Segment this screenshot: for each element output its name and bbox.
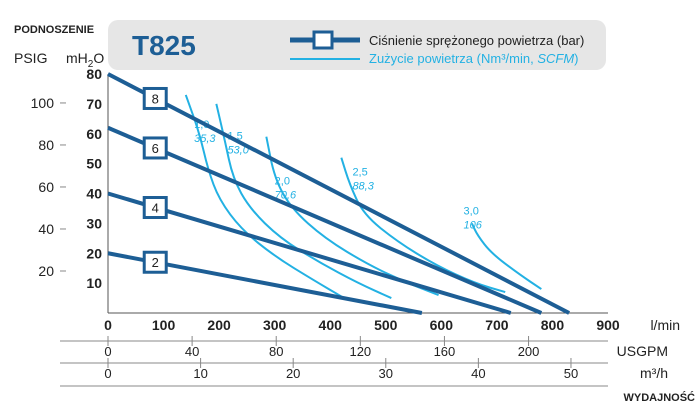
pressure-marker-6 bbox=[142, 136, 168, 160]
consumption-curve-1,5 bbox=[215, 103, 392, 299]
mh2o-label-sub: 2 bbox=[88, 59, 94, 70]
pressure-line-6bar bbox=[107, 125, 543, 315]
consumption-label-scfm: 88,3 bbox=[352, 181, 374, 193]
legend-consumption-italic: SCFM bbox=[537, 51, 574, 66]
tick-mh2o: 40 bbox=[86, 186, 102, 202]
consumption-label-scfm: 35,3 bbox=[194, 133, 216, 145]
pressure-line-4bar bbox=[107, 191, 512, 315]
unit-lmin: l/min bbox=[650, 317, 680, 333]
consumption-label-nm3: 2,5 bbox=[352, 167, 367, 179]
pressure-label-6: 6 bbox=[152, 141, 159, 156]
tick-m3h: 0 bbox=[104, 366, 111, 381]
unit-usgpm: USGPM bbox=[617, 343, 668, 359]
tick-lmin: 400 bbox=[319, 317, 343, 333]
pressure-label-8: 8 bbox=[152, 91, 159, 106]
tick-lmin: 500 bbox=[374, 317, 398, 333]
consumption-label-scfm: 106 bbox=[464, 219, 483, 231]
legend-consumption-label: Zużycie powietrza (Nm³/min, SCFM) bbox=[369, 51, 579, 66]
tick-usgpm: 80 bbox=[269, 344, 283, 359]
pressure-label-4: 4 bbox=[152, 201, 159, 216]
tick-m3h: 10 bbox=[193, 366, 207, 381]
tick-mh2o: 50 bbox=[86, 156, 102, 172]
model-title: T825 bbox=[132, 30, 196, 61]
legend-pressure-marker bbox=[312, 30, 334, 50]
tick-mh2o: 80 bbox=[86, 66, 102, 82]
consumption-curve-2,0 bbox=[265, 136, 439, 297]
tick-m3h: 40 bbox=[471, 366, 485, 381]
tick-psig: 60 bbox=[38, 179, 54, 195]
tick-usgpm: 160 bbox=[434, 344, 456, 359]
legend-consumption-prefix: Zużycie powietrza (Nm³/min, bbox=[369, 51, 537, 66]
tick-usgpm: 40 bbox=[185, 344, 199, 359]
tick-psig: 20 bbox=[38, 263, 54, 279]
left-axis-title: PODNOSZENIE bbox=[14, 24, 94, 36]
legend-pressure-label: Ciśnienie sprężonego powietrza (bar) bbox=[369, 33, 584, 48]
tick-psig: 40 bbox=[38, 221, 54, 237]
consumption-curve-3,0 bbox=[470, 222, 542, 290]
tick-m3h: 50 bbox=[564, 366, 578, 381]
tick-usgpm: 200 bbox=[518, 344, 540, 359]
pressure-marker-4 bbox=[142, 196, 168, 220]
pressure-marker-2 bbox=[142, 250, 168, 274]
pressure-marker-8 bbox=[142, 86, 168, 110]
consumption-label-nm3: 2,0 bbox=[275, 176, 290, 188]
consumption-label-scfm: 70,6 bbox=[275, 190, 297, 202]
tick-lmin: 800 bbox=[541, 317, 565, 333]
tick-m3h: 30 bbox=[379, 366, 393, 381]
tick-lmin: 900 bbox=[596, 317, 620, 333]
mh2o-label-end: O bbox=[93, 50, 104, 66]
axes bbox=[60, 74, 608, 387]
tick-lmin: 100 bbox=[152, 317, 176, 333]
tick-lmin: 700 bbox=[485, 317, 509, 333]
tick-usgpm: 120 bbox=[349, 344, 371, 359]
pressure-line-8bar bbox=[107, 72, 571, 315]
pressure-label-2: 2 bbox=[152, 255, 159, 270]
tick-psig: 80 bbox=[38, 137, 54, 153]
bottom-axis-title: WYDAJNOŚĆ bbox=[623, 391, 695, 404]
tick-lmin: 600 bbox=[430, 317, 454, 333]
tick-mh2o: 20 bbox=[86, 245, 102, 261]
tick-lmin: 300 bbox=[263, 317, 287, 333]
tick-mh2o: 60 bbox=[86, 126, 102, 142]
tick-lmin: 0 bbox=[104, 317, 112, 333]
mh2o-label-main: mH bbox=[66, 50, 88, 66]
tick-lmin: 200 bbox=[207, 317, 231, 333]
tick-usgpm: 0 bbox=[104, 344, 111, 359]
legend-consumption-suffix: ) bbox=[574, 51, 578, 66]
unit-m3h: m³/h bbox=[640, 365, 668, 381]
tick-psig: 100 bbox=[31, 95, 55, 111]
legend-box: T825 Ciśnienie sprężonego powietrza (bar)… bbox=[108, 20, 606, 70]
tick-m3h: 20 bbox=[286, 366, 300, 381]
consumption-label-scfm: 53,0 bbox=[227, 145, 249, 157]
consumption-label-nm3: 3,0 bbox=[464, 205, 479, 217]
tick-mh2o: 70 bbox=[86, 96, 102, 112]
legend-background bbox=[108, 20, 606, 70]
psig-label: PSIG bbox=[14, 50, 47, 66]
tick-mh2o: 30 bbox=[86, 215, 102, 231]
tick-mh2o: 10 bbox=[86, 275, 102, 291]
mh2o-label: mH2O bbox=[66, 50, 104, 70]
